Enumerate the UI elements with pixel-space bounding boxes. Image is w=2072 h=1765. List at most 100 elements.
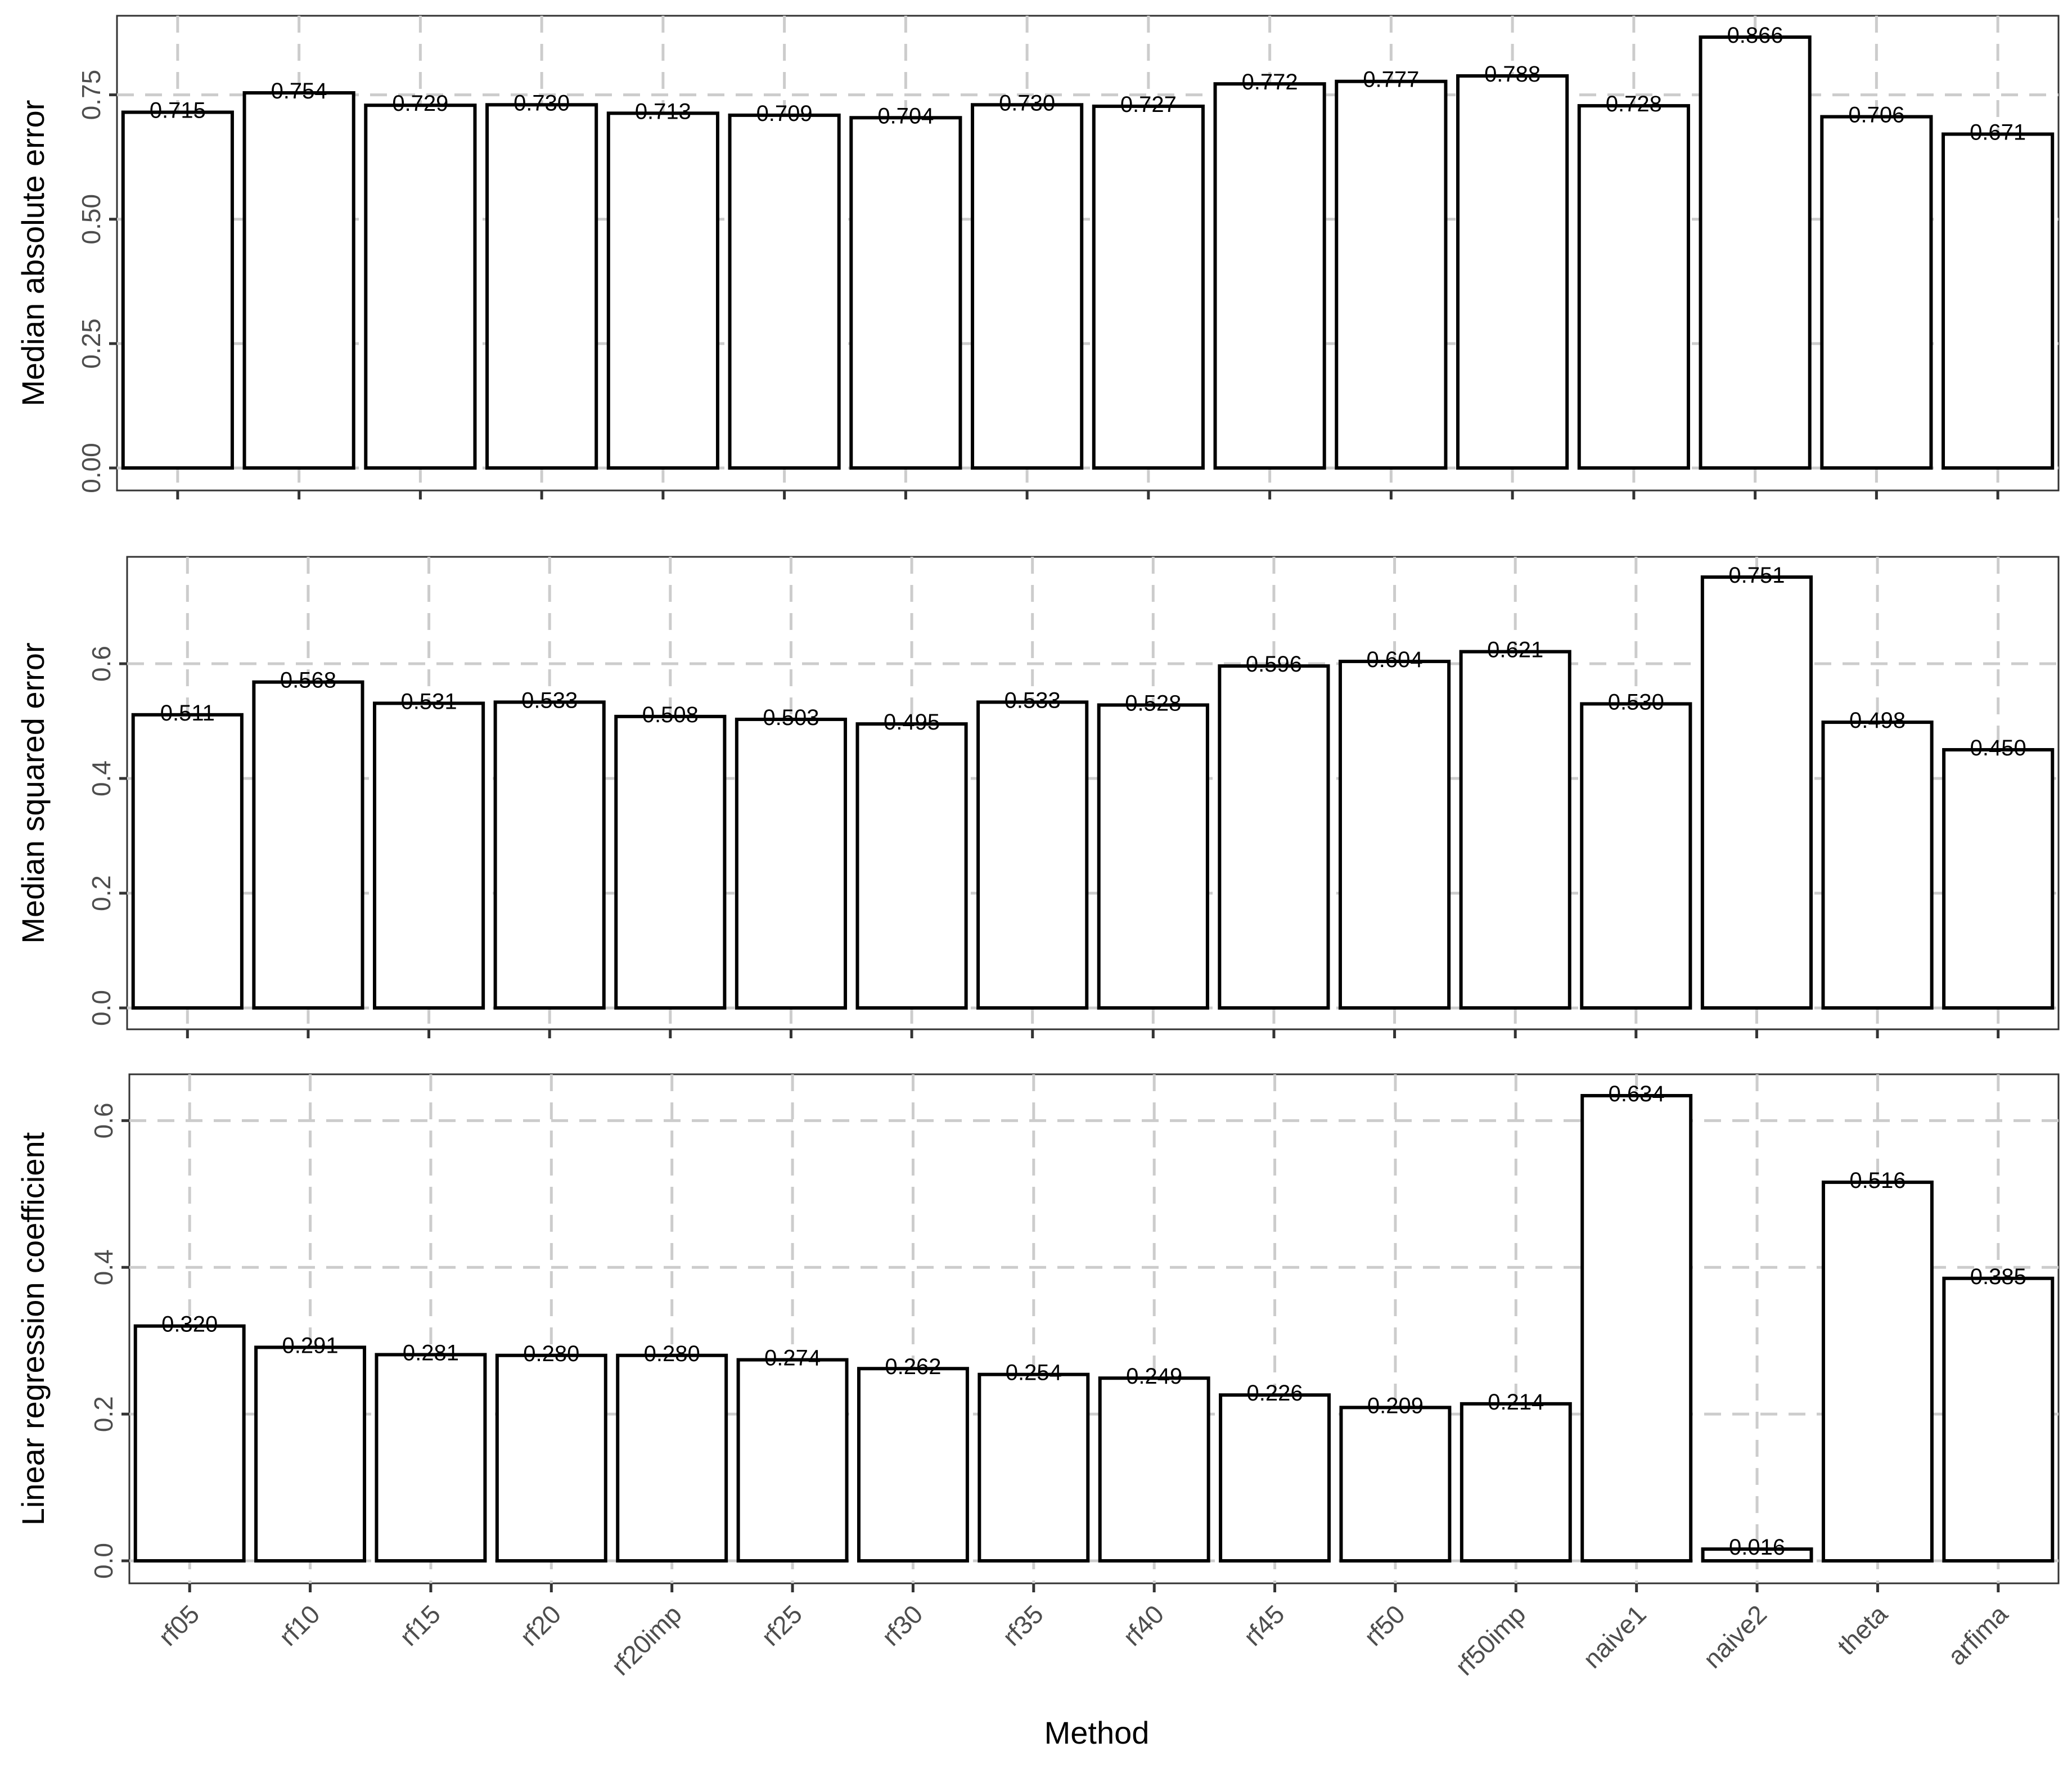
data-label-rf15: 0.729 — [392, 91, 448, 116]
x-tick-label-arfima: arfima — [1942, 1599, 2014, 1671]
data-label-theta: 0.706 — [1848, 103, 1904, 128]
data-label-naive1: 0.634 — [1609, 1082, 1665, 1106]
bar-rf45 — [1213, 82, 1326, 470]
data-label-rf30: 0.495 — [884, 710, 940, 735]
bar-arfima — [1942, 1276, 2055, 1563]
bar-naive2 — [1699, 35, 1812, 470]
data-label-rf25: 0.503 — [763, 705, 819, 730]
data-label-rf30: 0.262 — [885, 1354, 941, 1379]
x-tick-label-rf20imp: rf20imp — [606, 1599, 687, 1681]
y-tick-label: 0.4 — [89, 1249, 118, 1285]
y-tick-label: 0.6 — [89, 1102, 118, 1138]
panel-1: 0.715 0.754 0.729 0.730 0.713 0.709 0.704 0.730… — [15, 15, 2060, 499]
data-label-rf40: 0.249 — [1126, 1364, 1182, 1389]
data-label-naive2: 0.751 — [1728, 563, 1785, 588]
data-label-rf35: 0.254 — [1006, 1361, 1062, 1385]
bar-naive1 — [1580, 1094, 1693, 1563]
data-label-rf25: 0.709 — [756, 101, 813, 126]
bar-theta — [1821, 1180, 1934, 1563]
x-tick-label-rf50: rf50 — [1358, 1599, 1411, 1651]
bar-rf50 — [1338, 659, 1451, 1010]
bar-rf20imp — [606, 111, 719, 470]
bar-rf40 — [1098, 1376, 1210, 1563]
bar-rf20imp — [616, 1353, 728, 1563]
y-tick-label: 0.25 — [76, 318, 106, 369]
bar-theta — [1821, 721, 1934, 1010]
y-tick-label: 0.0 — [87, 990, 116, 1026]
data-label-rf15: 0.531 — [401, 689, 457, 714]
y-tick-label: 0.0 — [89, 1543, 118, 1579]
x-tick-label-rf50imp: rf50imp — [1449, 1599, 1531, 1681]
data-label-rf10: 0.754 — [271, 79, 327, 103]
data-label-rf10: 0.568 — [280, 668, 336, 693]
y-tick-label: 0.75 — [76, 70, 106, 120]
y-tick-label: 0.2 — [89, 1396, 118, 1432]
x-tick-label-rf10: rf10 — [273, 1599, 326, 1651]
data-label-rf25: 0.274 — [764, 1346, 821, 1371]
data-label-theta: 0.498 — [1849, 708, 1906, 733]
y-tick-label: 0.00 — [76, 443, 106, 493]
data-label-rf50imp: 0.788 — [1484, 62, 1541, 87]
bar-naive1 — [1580, 702, 1692, 1010]
x-tick-label-theta: theta — [1831, 1599, 1893, 1660]
x-tick-label-rf15: rf15 — [394, 1599, 446, 1651]
panel-3: 0.320 0.291 0.281 0.280 0.280 0.274 0.262 0.254… — [15, 1073, 2060, 1681]
bar-naive2 — [1701, 1547, 1813, 1563]
bar-rf30 — [849, 116, 962, 470]
bar-rf15 — [372, 701, 485, 1010]
x-axis-title: Method — [1044, 1715, 1150, 1750]
bar-rf40 — [1092, 104, 1205, 470]
data-label-rf30: 0.704 — [877, 103, 934, 128]
bar-rf40 — [1097, 703, 1209, 1010]
x-tick-label-naive2: naive2 — [1698, 1599, 1773, 1674]
data-label-rf45: 0.772 — [1242, 70, 1298, 94]
data-label-arfima: 0.385 — [1970, 1264, 2026, 1289]
bar-theta — [1820, 115, 1933, 470]
y-tick-label: 0.6 — [87, 646, 116, 682]
bar-rf35 — [978, 1372, 1090, 1563]
bar-arfima — [1942, 132, 2055, 470]
x-tick-label-naive1: naive1 — [1577, 1599, 1652, 1674]
bar-rf35 — [971, 103, 1084, 470]
data-label-rf20: 0.280 — [523, 1341, 579, 1366]
bar-rf50 — [1335, 79, 1448, 470]
data-label-rf45: 0.226 — [1247, 1381, 1303, 1406]
bar-rf45 — [1219, 1393, 1331, 1563]
bar-rf45 — [1218, 664, 1330, 1010]
bar-rf05 — [121, 110, 234, 470]
data-label-rf20imp: 0.280 — [644, 1341, 700, 1366]
bar-rf05 — [131, 713, 244, 1010]
y-tick-label: 0.50 — [76, 194, 106, 245]
data-label-rf20imp: 0.713 — [635, 99, 691, 124]
data-label-rf20: 0.533 — [521, 688, 578, 713]
bar-rf10 — [252, 680, 364, 1010]
bar-rf25 — [735, 717, 848, 1010]
bar-rf10 — [242, 91, 355, 470]
data-label-rf40: 0.727 — [1120, 92, 1177, 117]
data-label-rf50: 0.777 — [1363, 67, 1419, 92]
bar-rf30 — [855, 722, 968, 1010]
data-label-rf10: 0.291 — [282, 1333, 339, 1358]
y-axis-title: Linear regression coefficient — [15, 1132, 51, 1525]
data-label-arfima: 0.450 — [1970, 736, 2026, 760]
data-label-rf50: 0.604 — [1367, 647, 1423, 672]
data-label-rf20imp: 0.508 — [642, 703, 699, 727]
bar-rf25 — [728, 113, 841, 470]
bar-rf30 — [857, 1367, 969, 1563]
data-label-rf50imp: 0.621 — [1487, 638, 1543, 663]
bar-rf50imp — [1459, 650, 1571, 1010]
data-label-rf15: 0.281 — [403, 1340, 459, 1365]
x-tick-label-rf40: rf40 — [1117, 1599, 1169, 1651]
x-tick-label-rf30: rf30 — [876, 1599, 929, 1651]
data-label-rf35: 0.730 — [999, 91, 1055, 115]
y-axis-title: Median absolute error — [15, 100, 51, 407]
panel-2: 0.511 0.568 0.531 0.533 0.508 0.503 0.495 0.533… — [15, 556, 2060, 1038]
bar-rf50imp — [1456, 74, 1569, 470]
bar-rf15 — [375, 1353, 487, 1563]
data-label-rf45: 0.596 — [1246, 652, 1302, 677]
x-tick-label-rf25: rf25 — [755, 1599, 808, 1651]
x-tick-label-rf35: rf35 — [997, 1599, 1049, 1651]
data-label-rf20: 0.730 — [514, 91, 570, 115]
